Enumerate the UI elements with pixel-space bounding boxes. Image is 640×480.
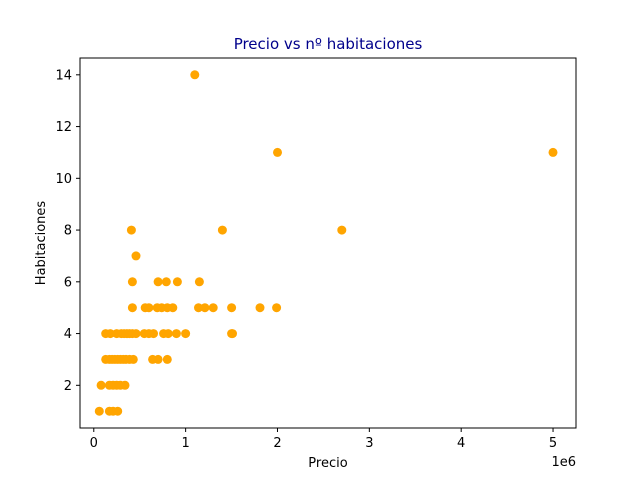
data-point [255, 303, 265, 313]
x-axis: 0 1 2 3 4 5 [90, 428, 557, 451]
data-point [194, 303, 203, 313]
y-tick-label: 10 [55, 172, 72, 187]
x-tick-label: 2 [273, 436, 281, 451]
data-point [161, 277, 171, 287]
data-point [171, 329, 181, 339]
data-point [105, 329, 115, 339]
chart-title: Precio vs nº habitaciones [234, 35, 423, 53]
plot-frame [79, 57, 577, 429]
y-axis-label: Habitaciones [34, 201, 49, 286]
data-point [194, 277, 204, 287]
data-point [162, 354, 172, 364]
data-point [127, 277, 137, 287]
y-tick-label: 12 [55, 120, 72, 135]
data-point [228, 329, 237, 339]
x-axis-offset-text: 1e6 [551, 455, 576, 470]
data-point [120, 380, 130, 390]
data-point [131, 329, 141, 339]
data-point [126, 225, 136, 235]
x-tick-label: 3 [365, 436, 373, 451]
data-point [113, 406, 123, 416]
x-tick-label: 0 [90, 436, 98, 451]
data-point [190, 70, 200, 80]
data-point [200, 303, 210, 313]
data-point [144, 303, 154, 313]
data-point [94, 406, 104, 416]
y-tick-label: 6 [64, 275, 72, 290]
data-point [227, 303, 237, 313]
x-axis-label: Precio [308, 456, 347, 471]
points-layer [94, 70, 558, 416]
data-point [172, 277, 182, 287]
data-point [217, 225, 227, 235]
data-point [153, 277, 163, 287]
y-tick-label: 14 [55, 68, 72, 83]
data-point [149, 329, 158, 339]
y-tick-label: 8 [64, 224, 72, 239]
data-point [208, 303, 218, 313]
data-point [168, 303, 178, 313]
y-tick-label: 2 [64, 379, 72, 394]
data-point [163, 329, 173, 339]
x-tick-label: 1 [181, 436, 189, 451]
data-point [128, 354, 138, 364]
data-point [272, 303, 282, 313]
data-point [337, 225, 347, 235]
x-tick-label: 5 [549, 436, 557, 451]
data-point [127, 303, 137, 313]
y-tick-label: 4 [64, 327, 72, 342]
x-tick-label: 4 [457, 436, 465, 451]
data-point [131, 251, 141, 261]
data-point [548, 147, 558, 157]
data-point [96, 380, 106, 390]
y-axis: 2 4 6 8 10 12 14 [55, 68, 80, 394]
data-point [273, 147, 282, 157]
data-point [153, 354, 163, 364]
data-point [181, 329, 191, 339]
